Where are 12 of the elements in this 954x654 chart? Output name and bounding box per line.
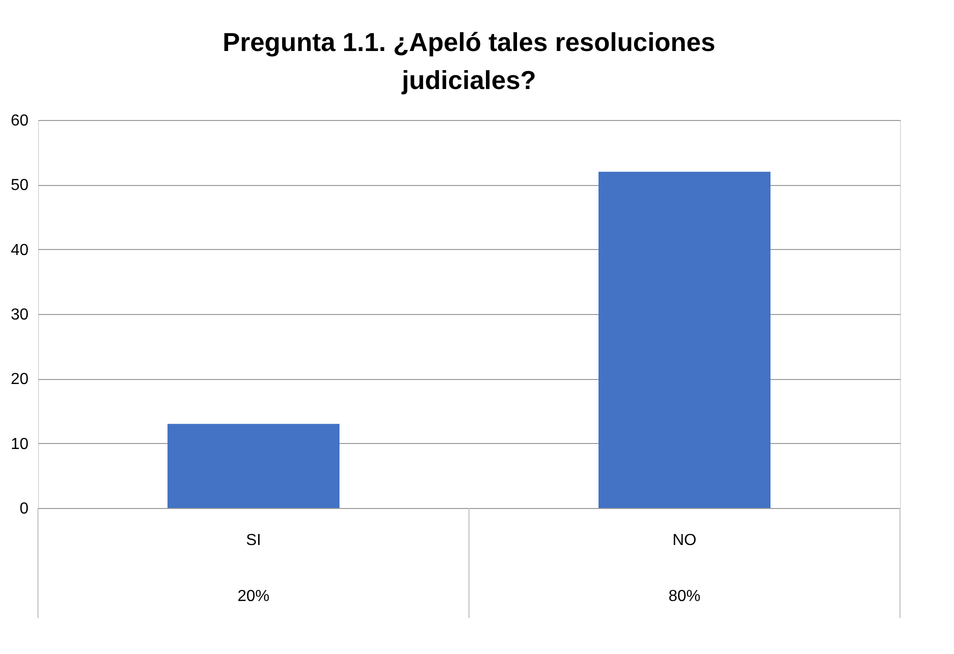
y-tick-label: 60 [10,112,29,130]
y-tick-label: 40 [10,242,29,259]
x-tick-label: SI [246,532,262,549]
text: 20% [237,588,270,605]
text: 80% [668,588,701,605]
y-tick-label: 20 [10,371,29,388]
y-tick-label: 10 [10,436,29,453]
y-tick-label: 30 [10,306,29,324]
y-tick-label: 0 [20,500,29,518]
x-tick-label: NO [672,532,696,549]
y-tick-label: 50 [10,177,29,194]
chart-title: Pregunta 1.1. ¿Apeló tales resoluciones judiciales? [222,27,716,95]
